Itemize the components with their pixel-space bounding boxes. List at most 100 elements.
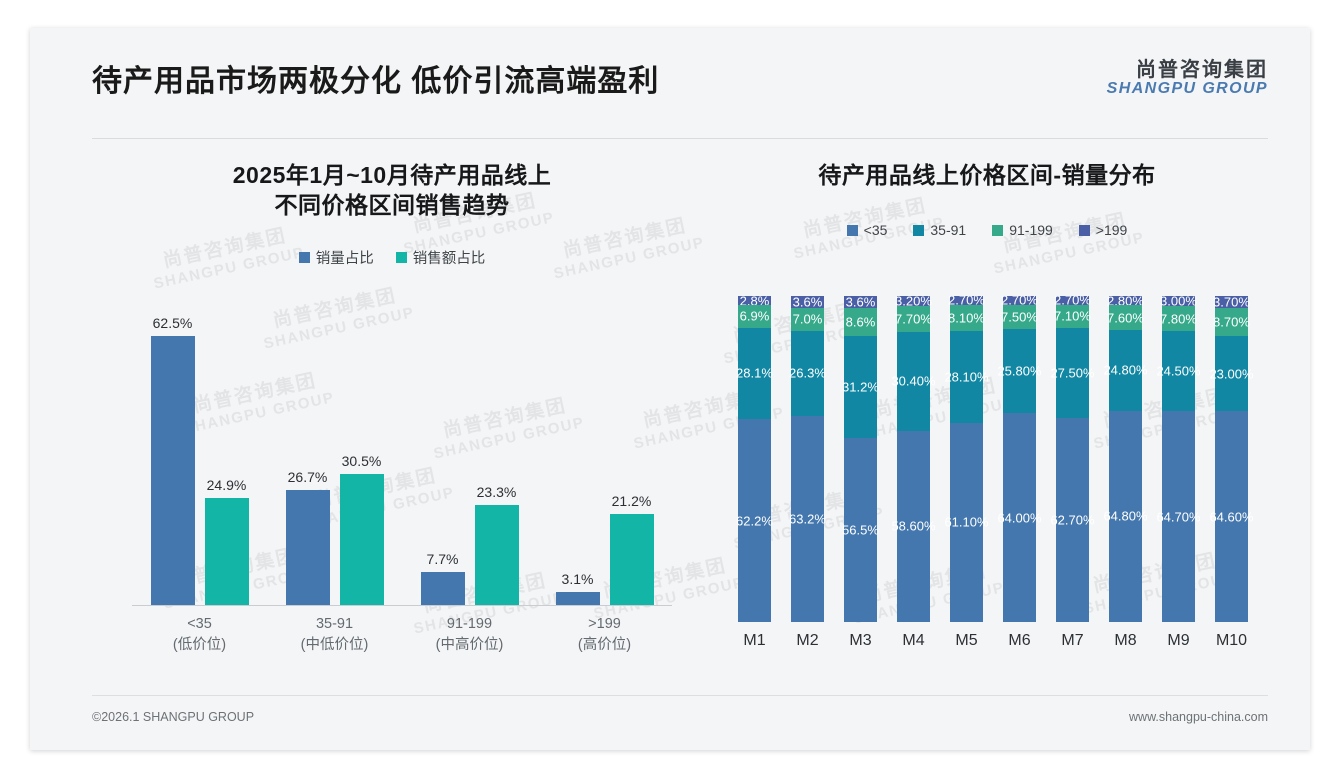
stack-segment-value: 8.10% [948, 310, 985, 326]
bar-销量占比-91-199[interactable]: 7.7% [420, 304, 465, 605]
x-axis-label-main: >199 [588, 616, 621, 632]
bar-销售额占比->199[interactable]: 21.2% [609, 304, 654, 605]
panel-right-title: 待产用品线上价格区间-销量分布 [818, 162, 1156, 188]
legend-item-4[interactable]: >199 [1078, 222, 1128, 239]
bar-销量占比->199[interactable]: 3.1% [555, 304, 600, 605]
stack-segment-value: 2.80% [1107, 296, 1144, 309]
stack-segment-value: 8.6% [845, 314, 876, 330]
stack-segment-35-91: 27.50% [1050, 327, 1095, 418]
stack-segment-value: 2.70% [948, 296, 985, 308]
x-axis-label-M9: M9 [1167, 632, 1190, 649]
panel-left-title-line2: 不同价格区间销售趋势 [274, 192, 510, 219]
stacked-bar-M1[interactable]: 2.8% 6.9% 28.1% 62.2% [736, 296, 773, 622]
bar-value-label: 30.5% [341, 452, 382, 469]
footer-website: www.shangpu-china.com [1129, 710, 1268, 724]
stacked-bar-M5[interactable]: 2.70% 8.10% 28.10% 61.10% [944, 296, 989, 622]
stack-segment-value: 3.70% [1213, 296, 1250, 310]
stack-segment->199: 2.70% [1001, 296, 1038, 308]
stack-segment-value: 64.00% [997, 510, 1042, 526]
stacked-bar-M8[interactable]: 2.80% 7.60% 24.80% 64.80% [1103, 296, 1148, 622]
legend-label: >199 [1095, 222, 1128, 239]
stack-segment->199: 3.00% [1160, 296, 1197, 309]
x-axis-label-M2: M2 [796, 632, 819, 649]
legend-item-2[interactable]: 35-91 [913, 222, 966, 238]
chart-left-legend: 销量占比 销售额占比 [92, 247, 692, 268]
bar-value-label: 3.1% [561, 570, 594, 587]
stacked-bar-M10[interactable]: 3.70% 8.70% 23.00% 64.60% [1209, 296, 1254, 622]
bar-rect [555, 591, 600, 605]
bar-rect [474, 504, 519, 605]
stack-segment-91-199: 8.6% [844, 307, 877, 336]
x-axis-label-sub: (中高价位) [435, 637, 504, 654]
chart-left-x-axis: <35 (低价位) 35-91 (中低价位) 91-199 (中高价位) >199 (高价位) [132, 608, 672, 664]
header-divider [92, 138, 1268, 139]
stack-segment-<35: 64.80% [1103, 410, 1148, 622]
panel-price-distribution: 待产用品线上价格区间-销量分布 <35 35-91 91-199 >199 2.8% 6… [702, 146, 1272, 706]
stack-segment-value: 64.80% [1103, 508, 1148, 524]
stacked-bar-M4[interactable]: 3.20% 7.70% 30.40% 58.60% [891, 296, 936, 622]
legend-label: <35 [863, 222, 888, 239]
bar-rect [420, 571, 465, 605]
stack-segment-<35: 63.2% [789, 416, 826, 622]
stack-segment-value: 2.70% [1054, 296, 1091, 308]
brand-logo-en: SHANGPU GROUP [1106, 80, 1268, 97]
stack-segment-value: 27.50% [1050, 365, 1095, 381]
stack-segment->199: 2.8% [738, 296, 771, 309]
bar-销量占比-35-91[interactable]: 26.7% [285, 304, 330, 605]
stack-segment-value: 7.10% [1054, 308, 1091, 324]
x-axis-label-<35: <35 (低价位) [173, 614, 226, 656]
x-axis-label->199: >199 (高价位) [578, 614, 631, 656]
stack-segment-91-199: 8.10% [948, 304, 985, 332]
stack-segment-value: 62.2% [736, 513, 773, 529]
stack-segment->199: 2.80% [1107, 296, 1144, 309]
stack-segment-35-91: 25.80% [997, 329, 1042, 414]
x-axis-label-sub: (中低价位) [300, 637, 369, 654]
bar-销售额占比-35-91[interactable]: 30.5% [339, 304, 384, 605]
panel-left-title-line1: 2025年1月~10月待产用品线上 [232, 162, 552, 188]
bar-value-label: 21.2% [611, 492, 652, 509]
legend-item-1[interactable]: 销量占比 [298, 247, 374, 268]
stack-segment-value: 58.60% [891, 518, 936, 534]
bar-销量占比-<35[interactable]: 62.5% [150, 304, 195, 605]
stack-segment->199: 3.6% [791, 296, 824, 309]
x-axis-label-main: <35 [187, 616, 212, 632]
stack-segment-<35: 56.5% [842, 437, 879, 622]
stack-segment-35-91: 31.2% [842, 335, 879, 438]
bar-group: 3.1% 21.2% [537, 304, 672, 605]
chart-left-plot-area: 62.5% 24.9% 26.7% 30.5% 7.7% 23.3% 3.1% 21.2% [132, 304, 672, 606]
x-axis-label-35-91: 35-91 (中低价位) [301, 614, 369, 656]
footer-divider [92, 695, 1268, 696]
stacked-bar-M3[interactable]: 3.6% 8.6% 31.2% 56.5% [842, 296, 879, 622]
legend-label: 35-91 [930, 222, 967, 239]
legend-item-2[interactable]: 销售额占比 [395, 247, 485, 268]
stack-segment-91-199: 8.70% [1213, 308, 1250, 337]
stack-segment-value: 28.10% [944, 369, 989, 385]
legend-item-1[interactable]: <35 [846, 222, 888, 239]
brand-logo: 尚普咨询集团 SHANGPU GROUP [1107, 60, 1268, 98]
stacked-bar-M2[interactable]: 3.6% 7.0% 26.3% 63.2% [789, 296, 826, 622]
bar-rect [609, 513, 654, 605]
stack-segment->199: 3.70% [1213, 296, 1250, 310]
stack-segment-value: 7.60% [1107, 310, 1144, 326]
bar-group: 7.7% 23.3% [402, 304, 537, 605]
stacked-bar-M6[interactable]: 2.70% 7.50% 25.80% 64.00% [997, 296, 1042, 622]
stack-segment-value: 24.50% [1156, 363, 1201, 379]
stack-segment-value: 28.1% [736, 365, 773, 381]
bar-value-label: 62.5% [152, 315, 193, 332]
stack-segment-value: 3.00% [1160, 296, 1197, 309]
legend-swatch-icon [992, 224, 1004, 236]
chart-right-legend: <35 35-91 91-199 >199 [702, 222, 1272, 238]
stacked-bar-M7[interactable]: 2.70% 7.10% 27.50% 62.70% [1050, 296, 1095, 622]
stack-segment-value: 3.20% [895, 296, 932, 309]
stack-segment-<35: 64.70% [1156, 411, 1201, 622]
legend-item-3[interactable]: 91-199 [992, 222, 1053, 238]
chart-right-x-axis: M1 M2 M3 M4 M5 M6 M7 M8 M9 M10 [728, 628, 1258, 662]
stack-segment-value: 6.9% [739, 308, 770, 324]
bar-销售额占比-<35[interactable]: 24.9% [204, 304, 249, 605]
stack-segment-value: 61.10% [944, 514, 989, 530]
stack-segment-value: 2.8% [739, 296, 770, 309]
bar-销售额占比-91-199[interactable]: 23.3% [474, 304, 519, 605]
stacked-bar-M9[interactable]: 3.00% 7.80% 24.50% 64.70% [1156, 296, 1201, 622]
stack-segment-value: 7.0% [792, 311, 823, 327]
